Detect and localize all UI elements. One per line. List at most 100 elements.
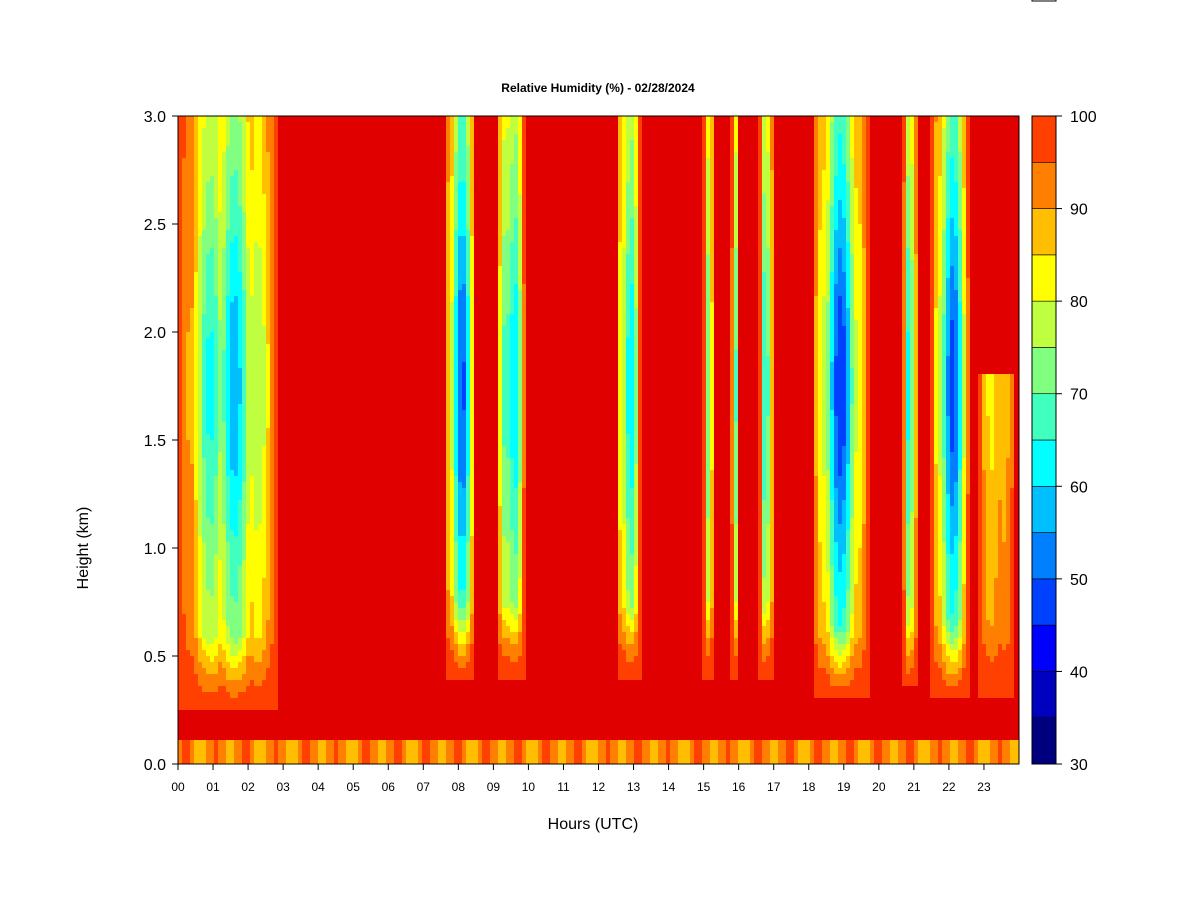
heatmap-cell	[262, 596, 267, 603]
heatmap-cell	[354, 596, 359, 603]
heatmap-cell	[178, 314, 183, 321]
heatmap-cell	[350, 152, 355, 159]
heatmap-cell	[182, 182, 187, 189]
heatmap-cell	[282, 386, 287, 393]
heatmap-cell	[326, 506, 331, 513]
heatmap-cell	[350, 230, 355, 237]
heatmap-cell	[334, 446, 339, 453]
heatmap-cell	[186, 530, 191, 537]
heatmap-cell	[270, 434, 275, 441]
heatmap-cell	[326, 536, 331, 543]
heatmap-cell	[262, 566, 267, 573]
heatmap-cell	[198, 440, 203, 447]
heatmap-cell	[326, 464, 331, 471]
heatmap-cell	[246, 476, 251, 483]
heatmap-cell	[262, 638, 267, 645]
heatmap-cell	[266, 266, 271, 273]
heatmap-cell	[258, 290, 263, 297]
heatmap-cell	[358, 482, 363, 489]
heatmap-cell	[202, 350, 207, 357]
heatmap-cell	[278, 116, 283, 123]
heatmap-cell	[222, 356, 227, 363]
heatmap-cell	[262, 716, 267, 723]
heatmap-cell	[338, 182, 343, 189]
heatmap-cell	[326, 596, 331, 603]
heatmap-cell	[178, 194, 183, 201]
heatmap-cell	[350, 428, 355, 435]
heatmap-cell	[282, 680, 287, 687]
heatmap-cell	[218, 194, 223, 201]
heatmap-cell	[182, 116, 187, 123]
heatmap-cell	[306, 458, 311, 465]
heatmap-cell	[234, 560, 239, 567]
heatmap-cell	[350, 182, 355, 189]
heatmap-cell	[242, 734, 247, 741]
heatmap-cell	[202, 344, 207, 351]
heatmap-cell	[286, 140, 291, 147]
heatmap-cell	[298, 578, 303, 585]
heatmap-cell	[350, 362, 355, 369]
heatmap-cell	[194, 296, 199, 303]
heatmap-cell	[218, 248, 223, 255]
heatmap-cell	[286, 530, 291, 537]
heatmap-cell	[346, 314, 351, 321]
heatmap-cell	[178, 686, 183, 693]
heatmap-cell	[282, 512, 287, 519]
heatmap-cell	[346, 128, 351, 135]
heatmap-cell	[270, 752, 275, 759]
heatmap-cell	[202, 752, 207, 759]
heatmap-cell	[342, 344, 347, 351]
heatmap-cell	[286, 158, 291, 165]
heatmap-cell	[334, 290, 339, 297]
heatmap-cell	[326, 332, 331, 339]
heatmap-cell	[214, 398, 219, 405]
heatmap-cell	[262, 182, 267, 189]
heatmap-cell	[266, 506, 271, 513]
heatmap-cell	[222, 404, 227, 411]
heatmap-cell	[334, 206, 339, 213]
heatmap-cell	[194, 488, 199, 495]
heatmap-cell	[318, 530, 323, 537]
heatmap-cell	[262, 518, 267, 525]
heatmap-cell	[206, 614, 211, 621]
heatmap-cell	[242, 674, 247, 681]
heatmap-cell	[298, 380, 303, 387]
heatmap-cell	[322, 740, 327, 747]
heatmap-cell	[246, 266, 251, 273]
heatmap-cell	[318, 668, 323, 675]
heatmap-cell	[334, 542, 339, 549]
heatmap-cell	[334, 308, 339, 315]
heatmap-cell	[338, 716, 343, 723]
heatmap-cell	[318, 254, 323, 261]
heatmap-cell	[290, 266, 295, 273]
heatmap-cell	[330, 224, 335, 231]
heatmap-cell	[286, 302, 291, 309]
heatmap-cell	[218, 662, 223, 669]
heatmap-cell	[342, 548, 347, 555]
heatmap-cell	[202, 692, 207, 699]
heatmap-cell	[202, 482, 207, 489]
heatmap-cell	[274, 284, 279, 291]
heatmap-cell	[186, 242, 191, 249]
heatmap-cell	[258, 644, 263, 651]
heatmap-cell	[306, 338, 311, 345]
heatmap-cell	[310, 386, 315, 393]
heatmap-cell	[202, 266, 207, 273]
heatmap-cell	[306, 512, 311, 519]
heatmap-cell	[266, 620, 271, 627]
heatmap-cell	[210, 530, 215, 537]
heatmap-cell	[322, 524, 327, 531]
heatmap-cell	[342, 128, 347, 135]
heatmap-cell	[190, 530, 195, 537]
heatmap-cell	[198, 254, 203, 261]
heatmap-cell	[310, 710, 315, 717]
heatmap-cell	[354, 266, 359, 273]
heatmap-cell	[254, 602, 259, 609]
heatmap-cell	[210, 200, 215, 207]
heatmap-cell	[330, 542, 335, 549]
heatmap-cell	[202, 386, 207, 393]
heatmap-cell	[334, 278, 339, 285]
heatmap-cell	[314, 410, 319, 417]
heatmap-cell	[314, 506, 319, 513]
heatmap-cell	[334, 458, 339, 465]
